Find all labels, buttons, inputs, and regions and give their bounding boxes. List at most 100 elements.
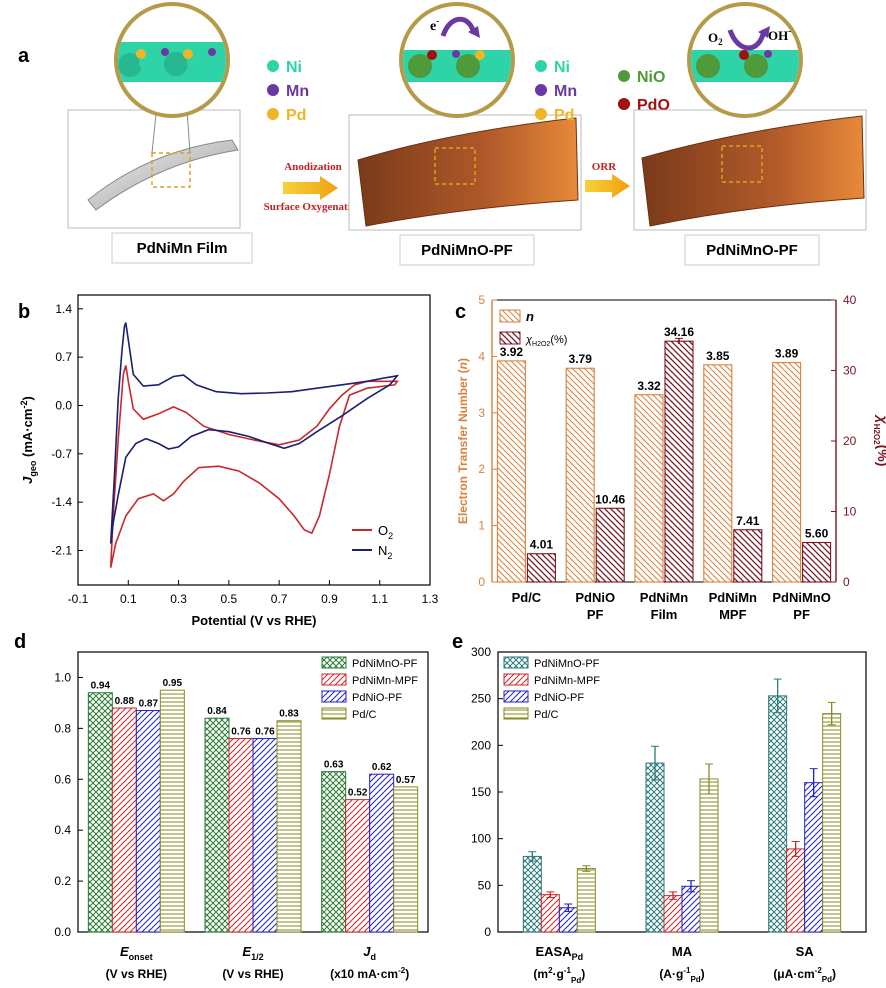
legend-label: Pd/C [352, 709, 377, 721]
category-label: Pd/C [512, 590, 542, 605]
group-label: E1/2 [242, 944, 263, 962]
group-label: MA [672, 944, 693, 959]
legend-swatch [503, 673, 529, 686]
bar-value-label: 34.16 [664, 325, 694, 339]
group-unit-label: (V vs RHE) [222, 967, 283, 981]
panel-label-a: a [18, 45, 30, 67]
stage2-film: e- PdNiMnO-PF [348, 2, 582, 266]
bar-n [772, 362, 802, 583]
legend-label: Ni [286, 59, 302, 76]
process-arrow [585, 174, 630, 198]
rough-film-image [641, 115, 865, 227]
bar-value-label: 3.85 [706, 349, 730, 363]
stage3-label-box [684, 234, 820, 266]
bar-PdNiMn-MPF [345, 799, 371, 933]
legend-label: PdNiO-PF [534, 692, 584, 704]
arrow-orr: ORR [585, 161, 630, 198]
legend-swatch [503, 707, 529, 720]
y-tick-label: 0.4 [54, 823, 71, 837]
category-label: PdNiMn [640, 590, 688, 605]
panel-label-d: d [14, 631, 26, 653]
bar-n [634, 394, 664, 583]
reaction-arrow-icon [727, 29, 767, 51]
y-tick-label: 1.0 [54, 670, 71, 684]
bar-PdNiMn-MPF [228, 738, 254, 933]
y-tick-label: 100 [471, 832, 491, 846]
group-unit-label: (x10 mA·cm-2) [330, 966, 409, 981]
bar-PdNiO-PF [369, 773, 395, 933]
group-unit-label: (m2·g-1Pd) [533, 966, 585, 985]
panel-c-bar-chart: c 0 1 2 3 4 5 0 10 20 30 40 Electron Transfer Numbe… [455, 293, 886, 622]
plain-film-image [87, 139, 239, 211]
group-unit-label: (V vs RHE) [106, 967, 167, 981]
y-tick-label: 0.8 [54, 721, 71, 735]
legend-label: PdNiMnO-PF [534, 658, 600, 670]
x-tick-label: 0.5 [221, 592, 238, 606]
legend-dot-icon [267, 108, 279, 120]
legend-swatch [321, 707, 347, 720]
bar-value-label: 0.76 [231, 727, 251, 738]
bar-PdNiMnO-PF [321, 771, 347, 933]
legend-swatch [321, 690, 347, 703]
panel-b-cv-chart: b -0.1 0.1 0.3 0.5 0.7 0.9 1.1 1.3 1.4 0.7 0.0 -0.7… [18, 294, 439, 628]
legend-label: N2 [378, 543, 392, 561]
stage2-label: PdNiMnO-PF [421, 242, 513, 259]
arrow-anodization: Anodization Surface Oxygenation [264, 161, 363, 213]
category-label: Film [651, 607, 678, 622]
y-tick-label-left: 1 [478, 519, 485, 533]
y-tick-label-right: 10 [843, 505, 857, 519]
atom-lattice-image [691, 50, 799, 82]
legend-label: Mn [286, 83, 309, 100]
arrowhead-icon [468, 26, 480, 38]
process-arrow [283, 176, 338, 200]
stage2-label-box [399, 234, 535, 266]
x-tick-label: 0.9 [321, 592, 338, 606]
y-tick-label-right: 0 [843, 575, 850, 589]
bar-Pd/C [393, 786, 419, 933]
x-tick-label: 1.3 [422, 592, 439, 606]
panel-e-bar-chart: e 0 50 100 150 200 250 300 EASAPd (m2·g-1Pd) MA (A… [452, 631, 867, 985]
legend-dot-icon [535, 84, 547, 96]
electron-label: e- [430, 16, 439, 34]
bar-PdNiMnO-PF [645, 762, 665, 933]
y-tick-label: 50 [478, 878, 492, 892]
bar-PdNiMn-MPF [111, 707, 137, 933]
legend-label: PdNiO-PF [352, 692, 402, 704]
bar-value-label: 0.95 [163, 678, 183, 689]
bar-value-label: 3.32 [637, 379, 661, 393]
y-tick-label: 0.0 [55, 398, 72, 412]
legend-swatch [499, 309, 521, 323]
bar-PdNiO-PF [681, 885, 701, 933]
x-tick-label: 0.3 [170, 592, 187, 606]
bar-value-label: 5.60 [805, 527, 829, 541]
legend-label: PdNiMn-MPF [534, 675, 600, 687]
bar-Pd/C [159, 689, 185, 933]
legend-dot-icon [618, 98, 630, 110]
legend-label: Pd [554, 107, 574, 124]
y-tick-label: 200 [471, 738, 491, 752]
y-tick-label: -2.1 [51, 543, 72, 557]
legend-label: χH2O2(%) [525, 334, 567, 348]
legend-swatch [503, 690, 529, 703]
x-tick-label: 0.1 [120, 592, 137, 606]
y-tick-label-right: 30 [843, 364, 857, 378]
atom-lattice-image [403, 50, 511, 82]
y-tick-label-left: 4 [478, 349, 485, 363]
arrowhead-icon [758, 26, 770, 38]
y-tick-label-left: 2 [478, 462, 485, 476]
group-label: EASAPd [536, 944, 584, 962]
y-tick-label: 0 [484, 925, 491, 939]
bar-PdNiMnO-PF [522, 855, 542, 933]
bar-PdNiMn-MPF [540, 894, 560, 933]
stage1-label-box [111, 232, 253, 264]
legend-elements-2: Ni Mn Pd [535, 59, 577, 124]
legend-label: Ni [554, 59, 570, 76]
legend-elements-1: Ni Mn Pd [267, 59, 309, 124]
step1-label-b: Surface Oxygenation [264, 201, 363, 213]
panel-label-c: c [455, 301, 466, 323]
stage1-label: PdNiMn Film [137, 240, 228, 257]
y-axis-label-left: Electron Transfer Number (n) [456, 358, 470, 524]
bar-PdNiO-PF [252, 738, 278, 933]
y-axis-label-right: χH2O2(%) [872, 414, 886, 467]
